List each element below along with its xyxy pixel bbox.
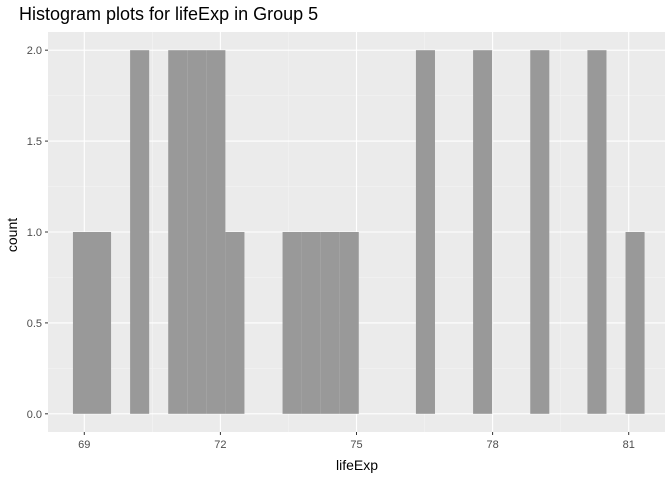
- x-tick-label: 78: [486, 439, 498, 451]
- x-tick-label: 75: [350, 439, 362, 451]
- histogram-bar: [415, 50, 435, 414]
- histogram-bar: [225, 232, 245, 414]
- histogram-bar: [530, 50, 550, 414]
- histogram-bar: [625, 232, 645, 414]
- x-axis: 69 72 75 78 81: [78, 432, 635, 451]
- histogram-bar: [187, 50, 207, 414]
- histogram-bars: [72, 50, 645, 414]
- histogram-bar: [587, 50, 607, 414]
- histogram-bar: [473, 50, 493, 414]
- histogram-bar: [168, 50, 188, 414]
- x-tick-label: 72: [214, 439, 226, 451]
- x-tick-label: 69: [78, 439, 90, 451]
- y-tick-label: 1.0: [27, 227, 42, 239]
- histogram-bar: [72, 232, 93, 414]
- histogram-bar: [92, 232, 112, 414]
- y-axis: 0.0 0.5 1.0 1.5 2.0: [27, 45, 48, 421]
- histogram-bar: [320, 232, 340, 414]
- y-axis-title: count: [4, 218, 20, 252]
- y-tick-label: 1.5: [27, 136, 42, 148]
- chart-title: Histogram plots for lifeExp in Group 5: [19, 4, 319, 24]
- x-axis-title: lifeExp: [336, 457, 378, 473]
- x-tick-label: 81: [623, 439, 635, 451]
- y-tick-label: 0.5: [27, 318, 42, 330]
- histogram-bar: [206, 50, 226, 414]
- y-tick-label: 2.0: [27, 45, 42, 57]
- y-tick-label: 0.0: [27, 409, 42, 421]
- histogram-bar: [282, 232, 302, 414]
- histogram-bar: [339, 232, 359, 414]
- histogram-bar: [301, 232, 321, 414]
- histogram-bar: [130, 50, 150, 414]
